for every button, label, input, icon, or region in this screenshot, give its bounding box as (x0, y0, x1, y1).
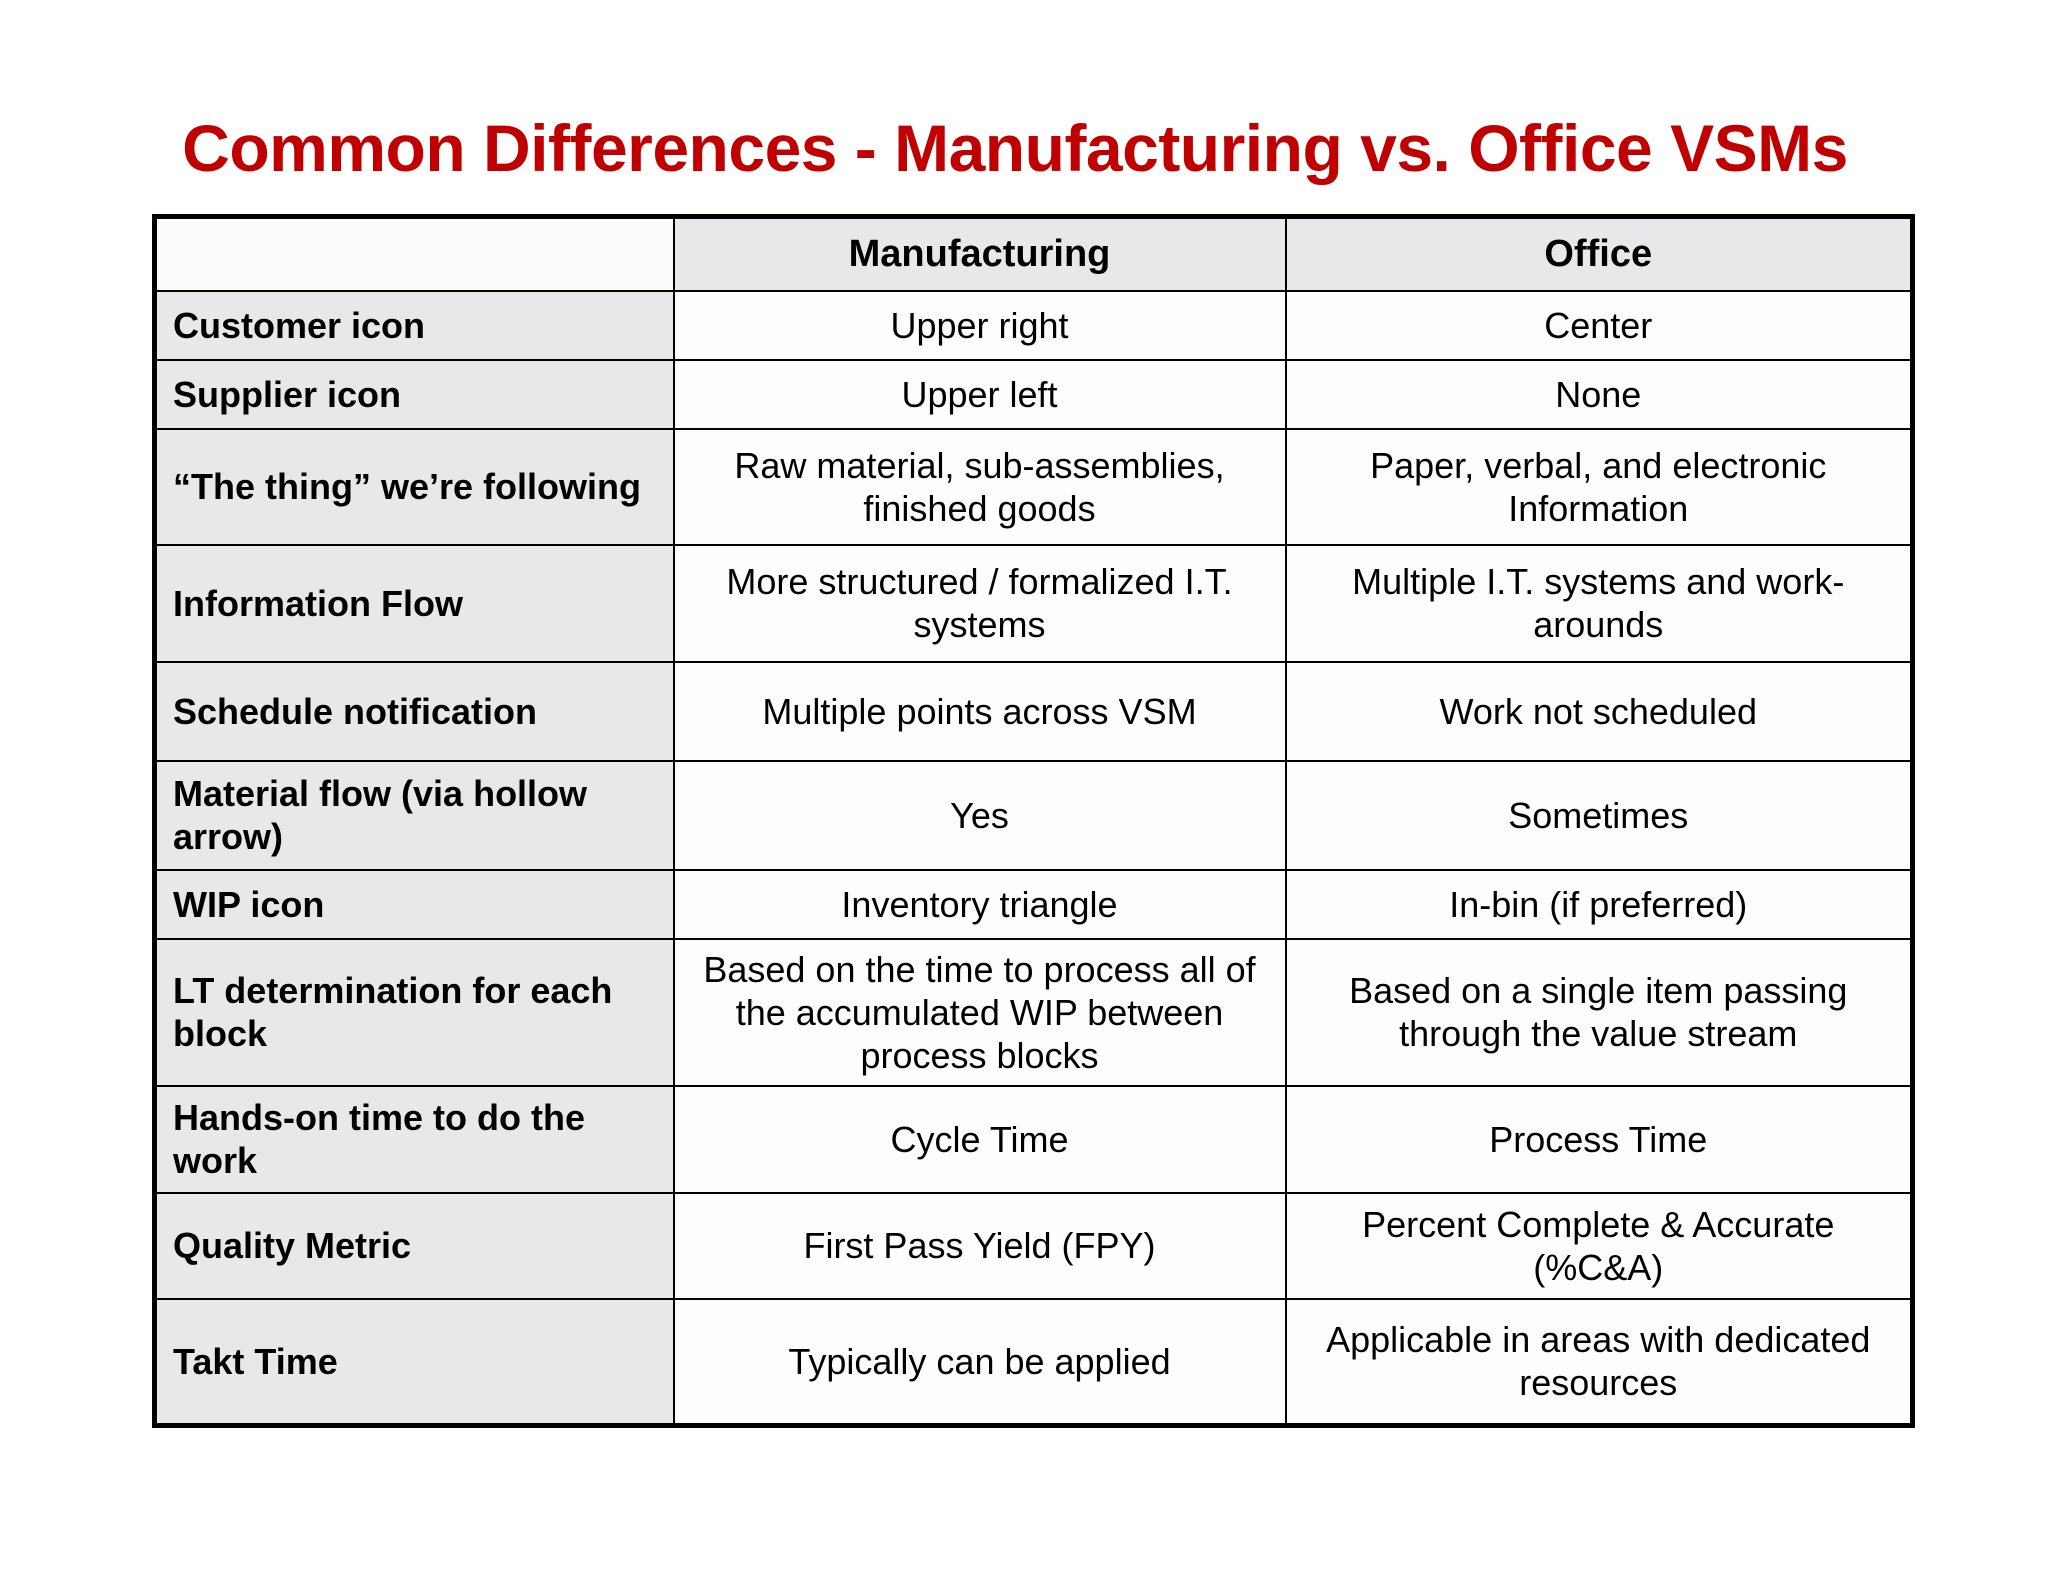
row-label: Customer icon (153, 289, 675, 361)
table-row: LT determination for each block Based on … (153, 937, 1914, 1087)
row-label: Schedule notification (153, 660, 675, 762)
header-row: Manufacturing Office (153, 215, 1914, 292)
manufacturing-cell: Yes (672, 759, 1287, 871)
row-label: “The thing” we’re following (153, 427, 675, 546)
table-row: “The thing” we’re following Raw material,… (153, 427, 1914, 546)
manufacturing-cell: Inventory triangle (672, 868, 1287, 940)
row-label: Supplier icon (153, 358, 675, 430)
row-label: Material flow (via hollow arrow) (153, 759, 675, 871)
page-title: Common Differences - Manufacturing vs. O… (182, 111, 1848, 185)
header-manufacturing: Manufacturing (672, 215, 1287, 292)
row-label: WIP icon (153, 868, 675, 940)
manufacturing-cell: More structured / formalized I.T. system… (672, 543, 1287, 663)
table-row: Takt Time Typically can be applied Applica… (153, 1297, 1914, 1427)
manufacturing-cell: Raw material, sub-assemblies, finished g… (672, 427, 1287, 546)
table-row: Information Flow More structured / formal… (153, 543, 1914, 663)
manufacturing-cell: Based on the time to process all of the … (672, 937, 1287, 1087)
table-row: Customer icon Upper right Center (153, 289, 1914, 361)
table-row: WIP icon Inventory triangle In-bin (if pre… (153, 868, 1914, 940)
manufacturing-cell: Upper right (672, 289, 1287, 361)
row-label: Quality Metric (153, 1191, 675, 1300)
table-row: Supplier icon Upper left None (153, 358, 1914, 430)
table-row: Hands-on time to do the work Cycle Time Pr… (153, 1084, 1914, 1194)
table-row: Quality Metric First Pass Yield (FPY) Perc… (153, 1191, 1914, 1300)
office-cell: Process Time (1284, 1084, 1914, 1194)
manufacturing-cell: Upper left (672, 358, 1287, 430)
manufacturing-cell: Multiple points across VSM (672, 660, 1287, 762)
row-label: LT determination for each block (153, 937, 675, 1087)
office-cell: In-bin (if preferred) (1284, 868, 1914, 940)
office-cell: Based on a single item passing through t… (1284, 937, 1914, 1087)
row-label: Hands-on time to do the work (153, 1084, 675, 1194)
manufacturing-cell: Typically can be applied (672, 1297, 1287, 1427)
manufacturing-cell: First Pass Yield (FPY) (672, 1191, 1287, 1300)
office-cell: Multiple I.T. systems and work-arounds (1284, 543, 1914, 663)
header-blank (153, 215, 675, 292)
header-office: Office (1284, 215, 1914, 292)
comparison-table: Manufacturing Office Customer icon Upper … (152, 214, 1915, 1428)
office-cell: Applicable in areas with dedicated resou… (1284, 1297, 1914, 1427)
table-row: Material flow (via hollow arrow) Yes Somet… (153, 759, 1914, 871)
office-cell: Percent Complete & Accurate (%C&A) (1284, 1191, 1914, 1300)
row-label: Information Flow (153, 543, 675, 663)
table-row: Schedule notification Multiple points acr… (153, 660, 1914, 762)
office-cell: None (1284, 358, 1914, 430)
office-cell: Center (1284, 289, 1914, 361)
office-cell: Work not scheduled (1284, 660, 1914, 762)
manufacturing-cell: Cycle Time (672, 1084, 1287, 1194)
row-label: Takt Time (153, 1297, 675, 1427)
office-cell: Paper, verbal, and electronic Informatio… (1284, 427, 1914, 546)
office-cell: Sometimes (1284, 759, 1914, 871)
